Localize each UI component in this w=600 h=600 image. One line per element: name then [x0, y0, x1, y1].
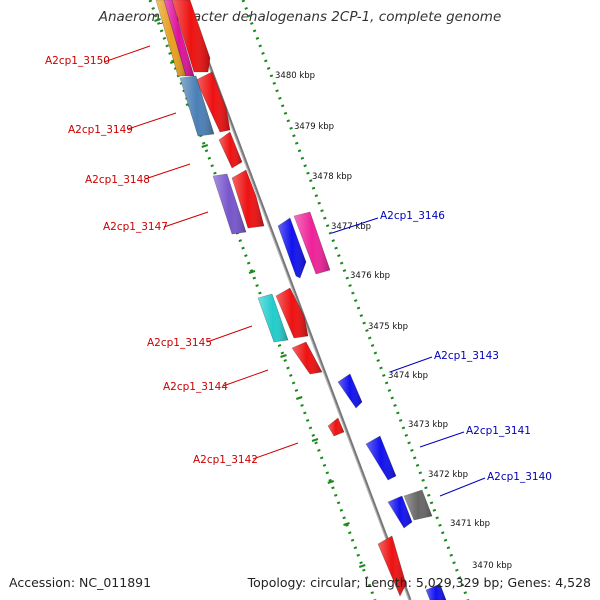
gene-label-leader	[439, 477, 486, 497]
outer-major-tick	[295, 396, 303, 400]
genome-summary-text: Topology: circular; Length: 5,029,329 bp…	[247, 575, 591, 590]
cog-3150-shading	[156, 0, 186, 76]
cog-3146-shading	[294, 212, 330, 274]
gene-label[interactable]: A2cp1_3142	[193, 454, 258, 466]
scale-label: 3474 kbp	[388, 371, 428, 381]
outer-major-tick	[248, 270, 256, 274]
gene-3140-shading	[388, 496, 412, 528]
cog-3145-shading	[258, 294, 288, 342]
outer-major-tick	[154, 18, 161, 22]
gene-label[interactable]: A2cp1_3140	[487, 471, 552, 483]
cog-3149-shading	[180, 76, 214, 136]
scale-label: 3480 kbp	[275, 71, 315, 81]
map-title: Anaeromyxobacter dehalogenans 2CP-1, com…	[98, 9, 502, 25]
gene-label[interactable]: A2cp1_3146	[380, 210, 445, 222]
gene-label-leader	[163, 211, 209, 228]
scale-label: 3472 kbp	[428, 470, 468, 480]
gene-3147-shading	[232, 170, 264, 228]
outer-major-tick	[358, 564, 366, 568]
gene-label[interactable]: A2cp1_3145	[147, 337, 212, 349]
scale-label: 3478 kbp	[312, 172, 352, 182]
accession-text: Accession: NC_011891	[9, 575, 152, 590]
gene-3139-shading	[378, 536, 406, 596]
scale-label: 3470 kbp	[472, 561, 512, 571]
scale-label: 3475 kbp	[368, 322, 408, 332]
scale-label: 3479 kbp	[294, 122, 334, 132]
ticks-inner-dots	[241, 0, 470, 600]
outer-major-tick	[327, 480, 335, 484]
gene-3144-shading	[292, 342, 322, 374]
gene-3145-shading	[276, 288, 308, 338]
gene-label[interactable]: A2cp1_3143	[434, 350, 499, 362]
cog-3150-b-shading	[164, 0, 194, 76]
gene-label-leader	[206, 325, 253, 343]
outer-major-tick	[311, 438, 319, 442]
outer-major-tick	[280, 354, 287, 358]
gene-label[interactable]: A2cp1_3141	[466, 425, 531, 437]
feature-layer	[155, 0, 447, 600]
scale-label: 3473 kbp	[408, 420, 448, 430]
gene-3138-shading	[426, 584, 446, 600]
gene-label[interactable]: A2cp1_3149	[68, 124, 133, 136]
cog-3140-shading	[404, 490, 432, 520]
gene-label-leader	[103, 45, 151, 63]
gene-3143-shading	[338, 374, 362, 408]
outer-major-tick	[201, 144, 209, 148]
gene-3142-shading	[328, 418, 344, 436]
gene-3141-shading	[366, 436, 396, 480]
gene-label-layer: A2cp1_3150 A2cp1_3149 A2cp1_3148 A2cp1_3147…	[45, 45, 552, 497]
gene-label-leader	[252, 442, 299, 460]
gene-3149-shading	[196, 72, 230, 132]
scale-label: 3476 kbp	[350, 271, 390, 281]
gene-label-leader	[389, 356, 433, 373]
gene-label-leader	[419, 431, 465, 448]
gene-3150-shading	[172, 0, 210, 72]
gene-label[interactable]: A2cp1_3147	[103, 221, 168, 233]
gene-label[interactable]: A2cp1_3148	[85, 174, 150, 186]
outer-major-tick	[343, 522, 350, 526]
gene-label[interactable]: A2cp1_3144	[163, 381, 228, 393]
gene-label-leader	[222, 369, 269, 387]
cog-3147-shading	[213, 174, 246, 234]
gene-3148-shading	[219, 132, 242, 168]
gene-label-leader	[331, 217, 379, 234]
gene-label-leader	[127, 112, 177, 130]
inner-tick-ring	[241, 0, 470, 600]
gene-label-leader	[144, 163, 191, 180]
scale-label: 3471 kbp	[450, 519, 490, 529]
gene-3146-shading	[278, 218, 306, 278]
gene-label[interactable]: A2cp1_3150	[45, 55, 110, 67]
